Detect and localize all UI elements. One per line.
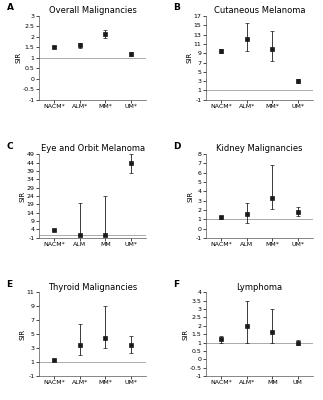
Y-axis label: SIR: SIR xyxy=(182,328,188,340)
Title: Thyroid Malignancies: Thyroid Malignancies xyxy=(48,282,137,292)
Text: D: D xyxy=(173,142,181,150)
Text: A: A xyxy=(6,4,14,12)
Y-axis label: SIR: SIR xyxy=(19,190,25,202)
Title: Kidney Malignancies: Kidney Malignancies xyxy=(216,144,303,153)
Y-axis label: SIR: SIR xyxy=(188,190,194,202)
Y-axis label: SIR: SIR xyxy=(15,52,21,64)
Y-axis label: SIR: SIR xyxy=(186,52,192,64)
Text: E: E xyxy=(6,280,13,289)
Title: Cutaneous Melanoma: Cutaneous Melanoma xyxy=(214,6,305,15)
Text: C: C xyxy=(6,142,13,150)
Y-axis label: SIR: SIR xyxy=(19,328,26,340)
Title: Lymphoma: Lymphoma xyxy=(236,282,283,292)
Title: Eye and Orbit Melanoma: Eye and Orbit Melanoma xyxy=(40,144,145,153)
Text: F: F xyxy=(173,280,180,289)
Title: Overall Malignancies: Overall Malignancies xyxy=(49,6,137,15)
Text: B: B xyxy=(173,4,180,12)
